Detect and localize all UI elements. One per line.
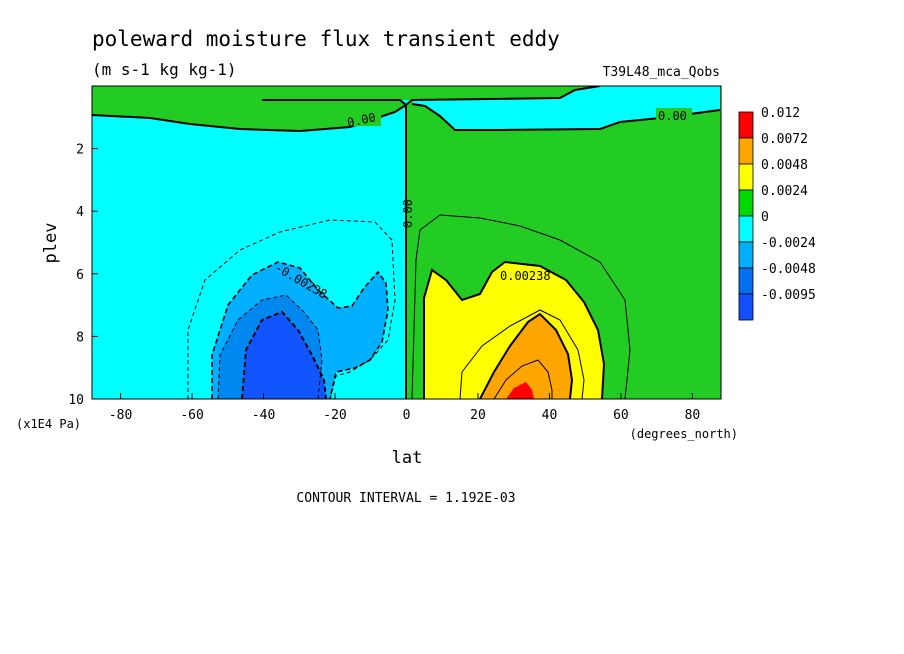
contour-neg-1 bbox=[211, 261, 389, 399]
colorbar-swatch bbox=[738, 215, 754, 243]
x-tick-label: 40 bbox=[542, 408, 558, 423]
fill-pos-3 bbox=[506, 382, 534, 399]
x-tick-label: 0 bbox=[403, 408, 411, 423]
y-tick-label: 8 bbox=[76, 330, 84, 345]
contour-label-zero-equator: 0.00 bbox=[401, 199, 415, 228]
contour-pos-4 bbox=[493, 359, 553, 399]
colorbar-swatch bbox=[738, 137, 754, 165]
colorbar-label: -0.0024 bbox=[761, 236, 816, 251]
x-tick-label: 20 bbox=[470, 408, 486, 423]
colorbar-label: 0.0048 bbox=[761, 158, 808, 173]
colorbar-label: -0.0048 bbox=[761, 262, 816, 277]
y-axis-label: plev bbox=[41, 223, 61, 264]
y-tick-label: 10 bbox=[68, 393, 84, 408]
colorbar-swatch bbox=[738, 241, 754, 269]
contour-neg-outer bbox=[187, 219, 396, 399]
contour-pos-3 bbox=[479, 312, 574, 399]
contour-zero-nh bbox=[411, 103, 721, 131]
colorbar-label: 0.0024 bbox=[761, 184, 808, 199]
x-axis-units: (degrees_north) bbox=[630, 427, 738, 441]
y-axis-units: (x1E4 Pa) bbox=[16, 417, 81, 431]
fill-neg-3 bbox=[242, 312, 326, 399]
contour-label-pos: 0.00238 bbox=[500, 269, 551, 283]
contour-label-zero-south: 0.00 bbox=[346, 110, 377, 130]
contour-interval: CONTOUR INTERVAL = 1.192E-03 bbox=[296, 491, 515, 506]
contour-neg-2 bbox=[217, 294, 323, 399]
colorbar-label: 0.012 bbox=[761, 106, 800, 121]
contour-pos-outer bbox=[411, 214, 631, 399]
x-axis: -80 -60 -40 -20 0 20 40 60 80 bbox=[109, 393, 700, 423]
colorbar-swatch bbox=[738, 111, 754, 139]
colorbar-swatch bbox=[738, 189, 754, 217]
contour-label-zero-nh: 0.00 bbox=[658, 109, 687, 123]
contour-zero-south bbox=[92, 104, 407, 133]
x-axis-label: lat bbox=[392, 448, 423, 468]
y-tick-label: 4 bbox=[76, 205, 84, 220]
fill-negative-low-nh bbox=[412, 90, 720, 130]
colorbar-swatch bbox=[738, 293, 754, 321]
x-tick-label: 60 bbox=[613, 408, 629, 423]
plot-area bbox=[92, 86, 721, 399]
colorbar-label: -0.0095 bbox=[761, 288, 816, 303]
run-label: T39L48_mca_Qobs bbox=[603, 65, 720, 80]
colorbar-swatch bbox=[738, 163, 754, 191]
contour-pos-2 bbox=[459, 309, 585, 399]
x-tick-label: -80 bbox=[109, 408, 132, 423]
y-tick-label: 6 bbox=[76, 268, 84, 283]
chart-units: (m s-1 kg kg-1) bbox=[92, 60, 237, 79]
contour-pos-1 bbox=[423, 260, 606, 399]
x-tick-label: -20 bbox=[323, 408, 346, 423]
chart-title: poleward moisture flux transient eddy bbox=[92, 27, 560, 51]
contour-neg-3 bbox=[241, 310, 327, 399]
colorbar-label: 0 bbox=[761, 210, 769, 225]
y-tick-label: 2 bbox=[76, 143, 84, 158]
colorbar-label: 0.0072 bbox=[761, 132, 808, 147]
colorbar: 0.012 0.0072 0.0048 0.0024 0 -0.0024 -0.0048 -0… bbox=[738, 106, 816, 321]
x-tick-label: -40 bbox=[252, 408, 275, 423]
y-axis: 2 4 6 8 10 bbox=[68, 143, 98, 408]
colorbar-swatch bbox=[738, 267, 754, 295]
x-tick-label: 80 bbox=[685, 408, 701, 423]
contour-zero-top bbox=[262, 86, 601, 107]
x-tick-label: -60 bbox=[180, 408, 203, 423]
